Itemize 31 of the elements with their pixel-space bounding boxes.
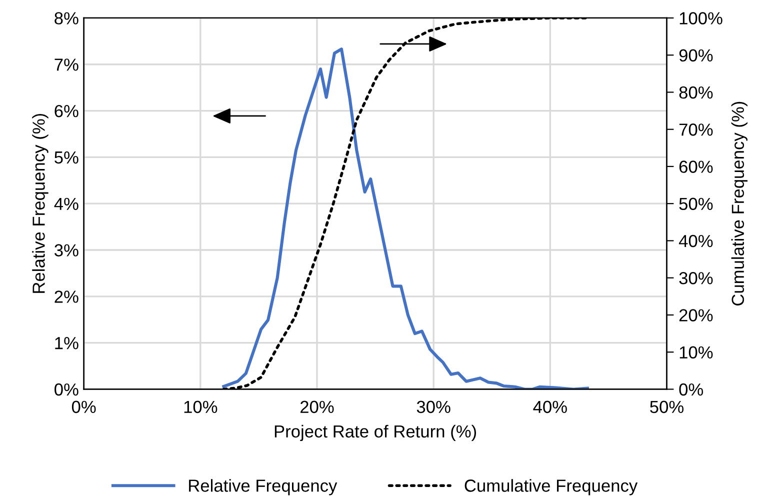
y2-tick-label: 100% bbox=[680, 12, 722, 24]
x-tick-label: 20% bbox=[300, 400, 334, 414]
y2-tick-label: 90% bbox=[679, 49, 713, 62]
y-tick-label: 7% bbox=[54, 58, 78, 71]
y-axis-title: Relative Frequency (%) bbox=[32, 114, 48, 293]
y2-tick-label: 30% bbox=[679, 272, 713, 284]
x-tick-label: 50% bbox=[650, 400, 684, 414]
y2-axis-title: Cumulative Frequency (%) bbox=[731, 102, 748, 306]
legend-label: Cumulative Frequency bbox=[464, 479, 638, 496]
y-tick-label: 5% bbox=[54, 151, 78, 164]
y2-tick-label: 0% bbox=[679, 383, 704, 396]
y-tick-label: 4% bbox=[54, 198, 78, 210]
y2-tick-label: 70% bbox=[679, 124, 713, 136]
y2-tick-label: 80% bbox=[679, 86, 713, 99]
x-tick-label: 30% bbox=[416, 400, 450, 414]
y-tick-label: 1% bbox=[55, 337, 78, 350]
y2-tick-label: 10% bbox=[680, 346, 713, 359]
y-tick-label: 2% bbox=[54, 290, 78, 303]
x-tick-label: 40% bbox=[533, 400, 567, 414]
x-axis-title: Project Rate of Return (%) bbox=[274, 424, 476, 442]
y-tick-label: 0% bbox=[54, 383, 78, 396]
y2-tick-label: 60% bbox=[679, 160, 713, 173]
legend-label: Relative Frequency bbox=[189, 479, 338, 496]
y-tick-label: 3% bbox=[54, 244, 78, 256]
y-tick-label: 8% bbox=[54, 12, 78, 24]
y2-tick-label: 40% bbox=[678, 234, 713, 248]
y2-tick-label: 20% bbox=[679, 309, 713, 322]
y2-tick-label: 50% bbox=[679, 198, 713, 210]
x-tick-label: 0% bbox=[72, 400, 96, 414]
y-tick-label: 6% bbox=[54, 104, 78, 118]
x-tick-label: 10% bbox=[184, 400, 218, 414]
